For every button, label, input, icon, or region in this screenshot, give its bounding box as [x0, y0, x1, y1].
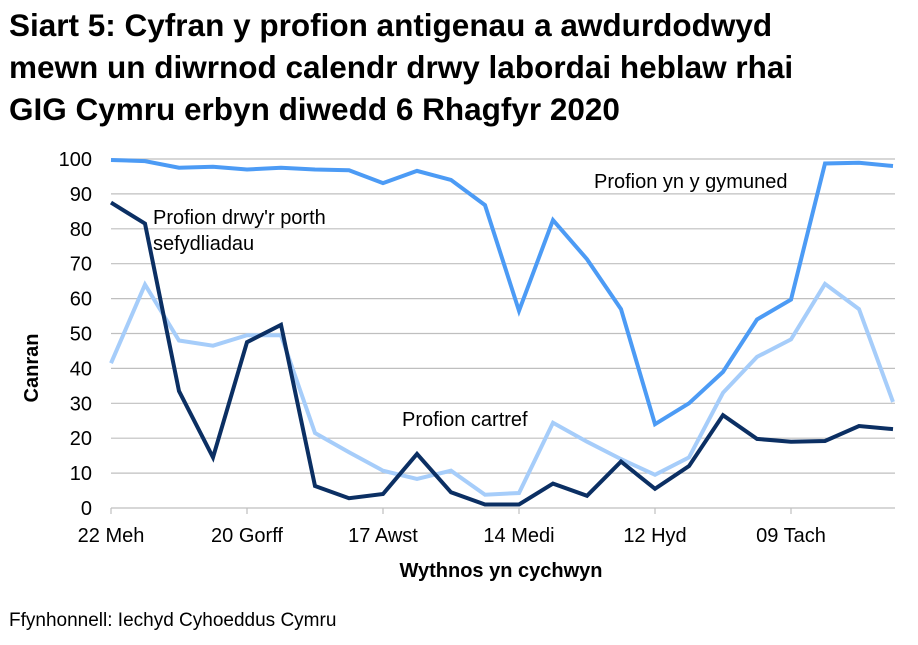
- series-labels: Profion yn y gymuned Profion drwy'r porth…: [153, 171, 787, 431]
- y-tick-label: 50: [70, 324, 92, 346]
- y-tick-label: 10: [70, 463, 92, 485]
- series-line: [110, 158, 894, 428]
- y-axis-ticks: 0 10 20 30 40 50 60 70 80 90 100: [59, 149, 92, 520]
- y-tick-label: 60: [70, 289, 92, 311]
- y-tick-label: 100: [59, 149, 92, 171]
- title-line-3: GIG Cymru erbyn diwedd 6 Rhagfyr 2020: [9, 91, 620, 127]
- x-tick-label: 12 Hyd: [623, 525, 686, 547]
- y-tick-label: 30: [70, 393, 92, 415]
- series-label: Profion yn y gymuned: [594, 171, 787, 193]
- y-tick-label: 80: [70, 219, 92, 241]
- x-tick-label: 20 Gorff: [211, 525, 283, 547]
- source-note: Ffynhonnell: Iechyd Cyhoeddus Cymru: [9, 610, 337, 631]
- x-axis-title: Wythnos yn cychwyn: [399, 560, 602, 582]
- series-label: Profion drwy'r porth: [153, 207, 326, 229]
- chart-title: Siart 5: Cyfran y profion antigenau a aw…: [9, 4, 909, 130]
- series-label: sefydliadau: [153, 233, 254, 255]
- series-label: Profion cartref: [402, 409, 528, 431]
- x-tick-label: 14 Medi: [483, 525, 554, 547]
- y-tick-label: 0: [81, 498, 92, 520]
- y-tick-label: 90: [70, 184, 92, 206]
- x-tick-label: 17 Awst: [348, 525, 418, 547]
- series-lines: [109, 158, 895, 507]
- title-line-1: Siart 5: Cyfran y profion antigenau a aw…: [9, 7, 773, 43]
- y-tick-label: 20: [70, 428, 92, 450]
- series-line: [109, 280, 895, 497]
- x-tick-label: 09 Tach: [756, 525, 826, 547]
- series-line: [109, 200, 894, 507]
- y-tick-label: 70: [70, 254, 92, 276]
- y-tick-label: 40: [70, 358, 92, 380]
- y-axis-title: Canran: [21, 334, 43, 403]
- x-tick-label: 22 Meh: [78, 525, 145, 547]
- title-line-2: mewn un diwrnod calendr drwy labordai he…: [9, 49, 794, 85]
- x-axis-ticks: 22 Meh 20 Gorff 17 Awst 14 Medi 12 Hyd 09 Tac…: [78, 508, 826, 547]
